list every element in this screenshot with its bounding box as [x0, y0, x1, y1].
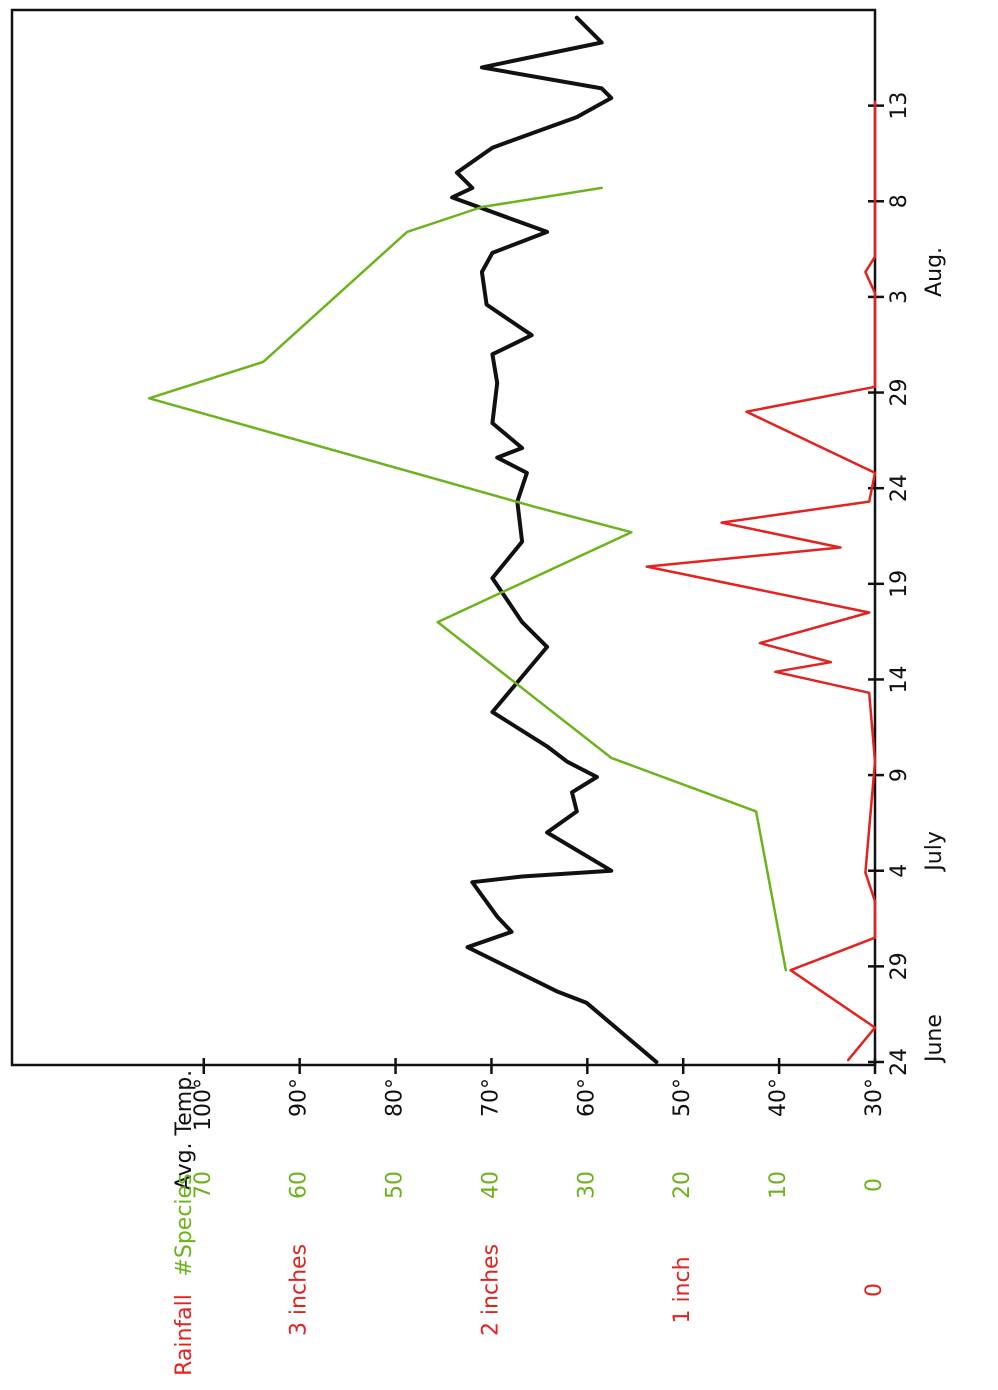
y2-tick-label: 60: [287, 1171, 312, 1199]
y3-tick-label: 3 inches: [287, 1244, 312, 1336]
y-tick-label: 80°: [383, 1078, 408, 1117]
month-label: July: [922, 831, 947, 873]
y3-tick-label: 2 inches: [478, 1244, 503, 1336]
y-tick-label: 40°: [766, 1078, 791, 1117]
x-tick-label: 24: [887, 1048, 912, 1076]
x-tick-label: 8: [887, 194, 912, 208]
axis-title: Rainfall: [172, 1294, 197, 1376]
y2-tick-label: 50: [383, 1171, 408, 1199]
y-tick-label: 60°: [574, 1078, 599, 1117]
series-line: [149, 188, 786, 970]
series-line: [647, 102, 875, 1060]
chart: 24 29 4 9 14 19 24 29 3 8 13 June July Aug. 30° 40° 50° 6…: [0, 0, 998, 1390]
x-tick-label: 4: [887, 864, 912, 878]
y2-tick-label: 10: [766, 1171, 791, 1199]
plot-frame: [12, 10, 875, 1065]
x-tick-label: 24: [887, 474, 912, 502]
y3-tick-label: 0: [862, 1283, 887, 1297]
series-line: [452, 18, 656, 1062]
y-tick-label: 30°: [862, 1078, 887, 1117]
y3-tick-label: 1 inch: [670, 1256, 695, 1323]
axis-title: Avg. Temp.: [172, 1070, 197, 1190]
month-label: June: [922, 1014, 947, 1064]
x-tick-label: 13: [887, 92, 912, 120]
axis-title: #Species: [172, 1173, 197, 1276]
x-tick-label: 14: [887, 665, 912, 693]
month-label: Aug.: [922, 247, 947, 297]
x-tick-label: 19: [887, 570, 912, 598]
y-tick-label: 70°: [478, 1078, 503, 1117]
x-tick-label: 3: [887, 290, 912, 304]
x-tick-label: 29: [887, 379, 912, 407]
page: {"chart_data": { "type": "line", "xlim":…: [0, 0, 998, 1390]
y-tick-label: 90°: [287, 1078, 312, 1117]
y2-tick-label: 20: [670, 1171, 695, 1199]
x-tick-label: 9: [887, 768, 912, 782]
y2-tick-label: 30: [574, 1171, 599, 1199]
x-tick-label: 29: [887, 952, 912, 980]
y-tick-label: 50°: [670, 1078, 695, 1117]
y2-tick-label: 40: [478, 1171, 503, 1199]
y2-tick-label: 0: [862, 1178, 887, 1192]
